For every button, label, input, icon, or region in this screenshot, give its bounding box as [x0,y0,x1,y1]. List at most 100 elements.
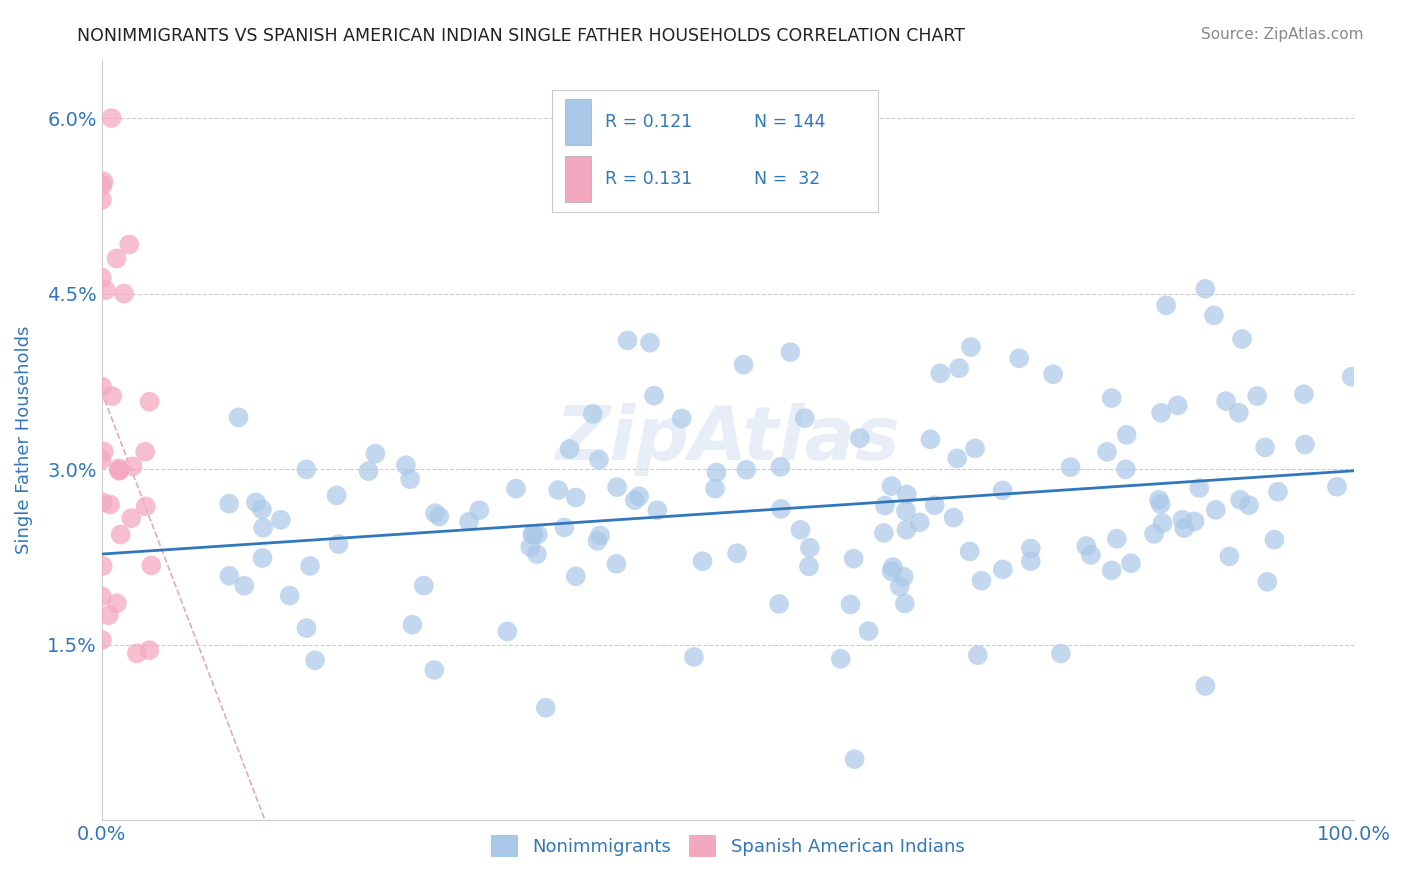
Point [733,358,755,372]
Point [110,527,132,541]
Point [830,652,852,666]
Point [582,407,605,421]
Point [108,463,131,477]
Point [1143,527,1166,541]
Point [120,511,142,525]
Point [920,433,942,447]
Point [1237,498,1260,512]
Point [325,488,347,502]
Point [1115,462,1137,476]
Point [496,624,519,639]
Point [1105,532,1128,546]
Point [1152,516,1174,530]
Point [547,483,569,497]
Legend: Nonimmigrants, Spanish American Indians: Nonimmigrants, Spanish American Indians [484,828,972,864]
Point [589,528,612,542]
Point [245,495,267,509]
Point [138,643,160,657]
Point [924,498,946,512]
Point [423,506,446,520]
Point [1292,387,1315,401]
Point [1229,492,1251,507]
Point [1019,554,1042,568]
Point [1227,406,1250,420]
Text: ZipAtlas: ZipAtlas [555,403,900,476]
Point [295,462,318,476]
Text: Source: ZipAtlas.com: Source: ZipAtlas.com [1201,27,1364,42]
Point [298,558,321,573]
Point [970,574,993,588]
Point [991,483,1014,498]
Point [93,174,115,188]
Point [588,452,610,467]
Point [105,252,128,266]
Point [882,560,904,574]
Point [505,482,527,496]
Point [278,589,301,603]
Point [1076,539,1098,553]
Point [91,178,114,193]
Point [873,525,896,540]
Point [769,459,792,474]
Point [90,590,112,604]
Point [233,579,256,593]
Point [671,411,693,425]
Point [966,648,988,662]
Point [1205,503,1227,517]
Point [112,286,135,301]
Point [90,632,112,647]
Point [1147,492,1170,507]
Point [842,551,865,566]
Point [135,500,157,514]
Point [1059,460,1081,475]
Point [1254,441,1277,455]
Point [880,479,903,493]
Point [1326,480,1348,494]
Y-axis label: Single Father Households: Single Father Households [15,326,32,554]
Point [522,527,544,541]
Point [558,442,581,456]
Point [423,663,446,677]
Point [1080,548,1102,562]
Point [946,451,969,466]
Point [399,472,422,486]
Point [91,558,114,573]
Point [108,464,131,478]
Point [638,335,661,350]
Point [121,459,143,474]
Point [844,752,866,766]
Point [107,461,129,475]
Point [1171,513,1194,527]
Point [270,513,292,527]
Point [401,617,423,632]
Point [793,411,815,425]
Point [90,452,112,467]
Point [565,491,588,505]
Point [91,379,114,393]
Point [725,546,748,560]
Point [889,579,911,593]
Point [90,193,112,207]
Point [1263,533,1285,547]
Point [468,503,491,517]
Point [553,520,575,534]
Point [908,516,931,530]
Point [692,554,714,568]
Point [789,523,811,537]
Point [1184,514,1206,528]
Point [101,389,124,403]
Point [1019,541,1042,556]
Point [893,570,915,584]
Point [93,444,115,458]
Point [534,701,557,715]
Point [797,559,820,574]
Point [606,480,628,494]
Point [929,366,952,380]
Point [1202,309,1225,323]
Point [1267,484,1289,499]
Point [643,389,665,403]
Point [98,498,121,512]
Point [991,562,1014,576]
Point [858,624,880,638]
Point [91,495,114,509]
